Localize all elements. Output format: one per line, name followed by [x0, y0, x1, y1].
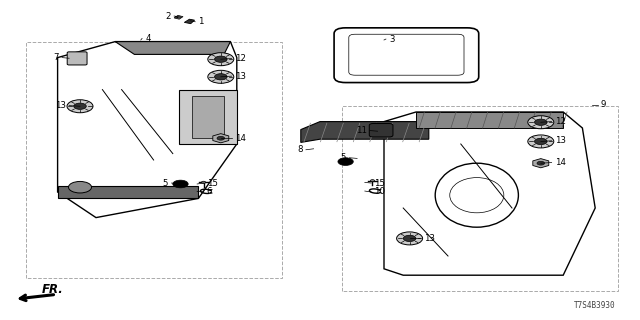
Text: 3: 3: [389, 35, 395, 44]
Text: 15: 15: [207, 179, 218, 188]
Circle shape: [397, 232, 422, 245]
Circle shape: [534, 119, 547, 125]
Text: 2: 2: [165, 12, 171, 20]
Text: 7: 7: [53, 53, 59, 62]
Polygon shape: [58, 186, 198, 198]
Circle shape: [528, 116, 554, 129]
Text: 15: 15: [374, 179, 385, 188]
Circle shape: [371, 180, 374, 182]
Circle shape: [208, 53, 234, 66]
Text: 10: 10: [374, 188, 385, 196]
Circle shape: [208, 70, 234, 83]
Circle shape: [202, 181, 205, 183]
Text: 13: 13: [235, 72, 246, 81]
Circle shape: [67, 100, 93, 113]
Polygon shape: [174, 15, 183, 19]
Circle shape: [403, 235, 416, 242]
Text: 13: 13: [55, 101, 66, 110]
Circle shape: [214, 56, 227, 62]
FancyBboxPatch shape: [67, 52, 87, 65]
Circle shape: [74, 103, 86, 109]
Text: 12: 12: [555, 117, 566, 126]
Polygon shape: [301, 122, 429, 142]
Text: 1: 1: [198, 17, 204, 26]
Circle shape: [173, 180, 188, 188]
Text: 4: 4: [145, 34, 151, 43]
Circle shape: [217, 136, 225, 140]
Polygon shape: [533, 159, 548, 168]
Polygon shape: [179, 90, 237, 144]
Text: T7S4B3930: T7S4B3930: [574, 301, 616, 310]
Text: FR.: FR.: [42, 283, 63, 296]
Text: 6: 6: [207, 188, 212, 196]
Polygon shape: [115, 42, 230, 54]
Polygon shape: [213, 134, 228, 143]
Text: 5: 5: [163, 179, 168, 188]
Circle shape: [528, 135, 554, 148]
Text: 13: 13: [555, 136, 566, 145]
Text: 12: 12: [235, 54, 246, 63]
Circle shape: [338, 158, 353, 165]
Text: 5: 5: [340, 153, 346, 162]
Text: 9: 9: [601, 100, 606, 109]
Text: 11: 11: [356, 126, 367, 135]
Circle shape: [537, 161, 545, 165]
FancyBboxPatch shape: [369, 124, 393, 137]
Polygon shape: [184, 19, 195, 24]
Polygon shape: [192, 96, 224, 138]
Circle shape: [68, 181, 92, 193]
Text: 13: 13: [424, 234, 435, 243]
Text: 14: 14: [235, 134, 246, 143]
Text: 8: 8: [297, 145, 303, 154]
Circle shape: [534, 138, 547, 145]
Polygon shape: [416, 112, 563, 128]
Circle shape: [214, 74, 227, 80]
Text: 14: 14: [555, 158, 566, 167]
